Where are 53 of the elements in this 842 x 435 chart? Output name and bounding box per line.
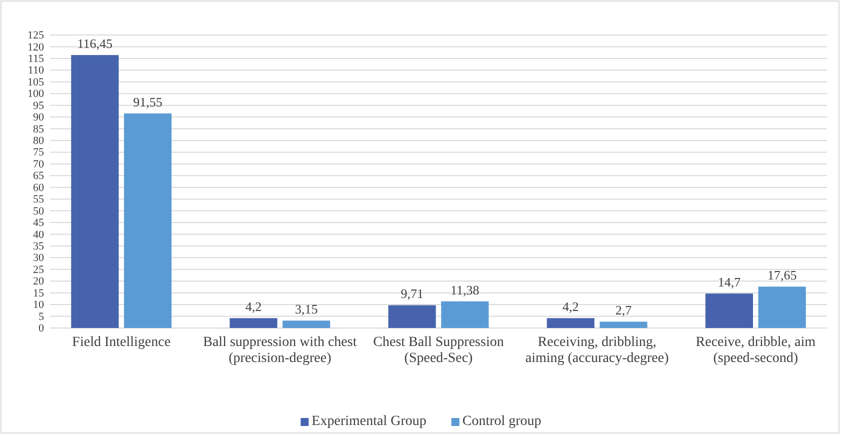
- y-tick-label: 25: [33, 264, 44, 276]
- x-tick-label: Chest Ball Suppression (Speed-Sec): [373, 334, 504, 366]
- y-tick-label: 90: [33, 112, 44, 124]
- legend-label: Control group: [462, 414, 542, 429]
- data-label: 14,7: [718, 274, 742, 290]
- data-label: 9,71: [400, 286, 424, 302]
- y-tick-label: 50: [33, 205, 44, 218]
- x-tick-label: Field Intelligence: [72, 334, 171, 350]
- bar: [71, 55, 119, 328]
- bar: [388, 305, 436, 328]
- y-tick-label: 125: [28, 30, 44, 42]
- bar: [600, 322, 648, 328]
- y-tick-label: 20: [33, 276, 44, 288]
- y-tick-label: 0: [38, 322, 44, 335]
- data-label: 3,15: [294, 302, 318, 317]
- bar: [230, 318, 278, 328]
- data-label: 17,65: [767, 268, 797, 283]
- y-tick-label: 45: [33, 217, 44, 230]
- data-label: 11,38: [450, 282, 480, 298]
- bar: [441, 301, 489, 328]
- y-tick-label: 85: [33, 123, 44, 136]
- data-label: 116,45: [77, 36, 113, 52]
- x-tick-label: Receiving, dribbling, aiming (accuracy-degree): [525, 334, 670, 366]
- y-tick-label: 35: [33, 240, 44, 252]
- data-label: 4,2: [562, 299, 579, 314]
- data-label: 4,2: [245, 299, 262, 314]
- y-tick-label: 120: [28, 41, 44, 54]
- x-tick-label: Ball suppression with chest (precision-degree): [203, 334, 357, 366]
- y-tick-label: 60: [33, 182, 44, 194]
- y-tick-label: 80: [33, 135, 44, 147]
- y-tick-label: 115: [28, 52, 44, 65]
- bar: [282, 320, 330, 328]
- data-label: 2,7: [615, 302, 632, 318]
- y-tick-label: 15: [33, 287, 44, 300]
- y-tick-label: 65: [33, 170, 44, 182]
- bar: [546, 318, 594, 328]
- y-tick-label: 5: [38, 310, 44, 323]
- y-tick-label: 95: [33, 100, 44, 112]
- data-label: 91,55: [133, 94, 162, 110]
- bar: [705, 294, 753, 328]
- y-tick-label: 55: [33, 194, 44, 206]
- y-tick-label: 100: [28, 88, 44, 100]
- y-tick-label: 40: [33, 228, 44, 241]
- legend-label: Experimental Group: [312, 414, 426, 429]
- x-tick-label: Receive, dribble, aim (speed-second): [696, 334, 816, 366]
- y-tick-label: 105: [28, 76, 44, 88]
- y-tick-label: 110: [28, 64, 44, 77]
- bar: [124, 113, 172, 328]
- y-tick-label: 70: [33, 158, 44, 170]
- y-tick-label: 30: [33, 252, 44, 264]
- y-tick-label: 75: [33, 146, 44, 159]
- y-tick-label: 10: [33, 299, 44, 312]
- bar: [758, 286, 806, 328]
